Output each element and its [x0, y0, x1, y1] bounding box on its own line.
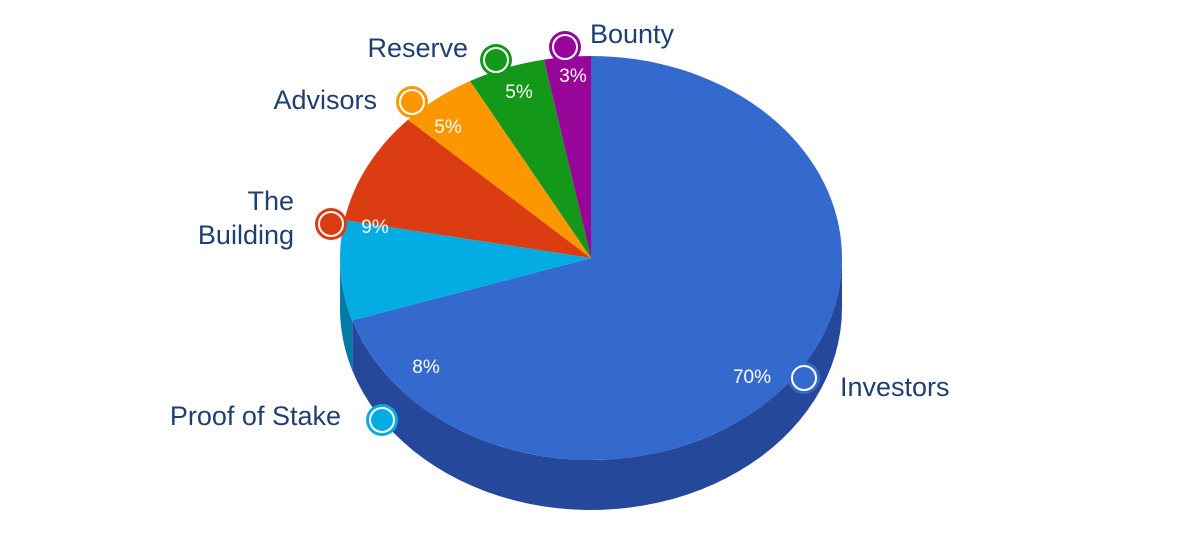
marker-ring-advisors [399, 89, 425, 115]
slice-label-line: Investors [840, 372, 950, 402]
percent-label-advisors: 5% [434, 117, 462, 138]
pie-slice-advisors [408, 80, 591, 259]
percent-label-investors: 70% [733, 367, 771, 388]
slice-label-the-building: The Building [198, 186, 294, 250]
pie-slice-bounty [543, 56, 591, 258]
pie-labels: Investors 70% Proof of Stake 8% The Building 9… [170, 19, 950, 436]
slice-label-reserve: Reserve [367, 33, 468, 63]
pie-top-faces [340, 56, 842, 460]
pie-side-walls [340, 258, 842, 510]
slice-label-line: Advisors [273, 85, 377, 115]
pie-slice-proof-of-stake [340, 220, 591, 321]
marker-ring-proof-of-stake [369, 407, 395, 433]
slice-label-investors: Investors [840, 372, 950, 402]
marker-ring-investors [791, 365, 817, 391]
slice-label-bounty: Bounty [590, 19, 675, 49]
slice-label-advisors: Advisors [273, 85, 377, 115]
pie-slice-reserve [470, 59, 591, 258]
percent-label-bounty: 3% [559, 66, 587, 87]
percent-label-proof-of-stake: 8% [412, 357, 440, 378]
slice-label-line: The [247, 186, 294, 216]
pie-side-investors [352, 258, 842, 510]
marker-ring-reserve [483, 47, 509, 73]
pie-slice-investors [352, 56, 842, 460]
marker-ring-the-building [318, 211, 344, 237]
slice-label-proof-of-stake: Proof of Stake [170, 401, 341, 431]
percent-label-the-building: 9% [361, 217, 389, 238]
marker-ring-bounty [552, 34, 578, 60]
slice-label-line: Building [198, 220, 294, 250]
pie-side-proof-of-stake [340, 258, 353, 371]
pie-slice-the-building [344, 119, 591, 258]
slice-label-line: Proof of Stake [170, 401, 341, 431]
percent-label-reserve: 5% [505, 82, 533, 103]
slice-label-line: Reserve [367, 33, 468, 63]
slice-label-line: Bounty [590, 19, 675, 49]
